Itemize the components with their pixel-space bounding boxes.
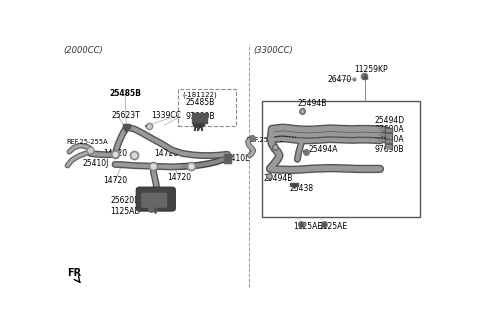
FancyBboxPatch shape [141,193,167,208]
Text: (-181122): (-181122) [183,92,217,98]
Bar [178,89,236,127]
Text: 25623T: 25623T [111,111,140,120]
FancyBboxPatch shape [136,187,175,211]
Text: 25485B: 25485B [186,98,215,107]
Text: 1125AE: 1125AE [319,222,348,231]
Text: 26470: 26470 [327,75,351,84]
Text: (2000CC): (2000CC) [64,46,104,55]
Text: 14720: 14720 [154,149,178,158]
Text: 1125AD: 1125AD [110,207,140,215]
Text: 25494B: 25494B [264,174,293,183]
Text: 97690A: 97690A [374,134,404,144]
Text: 25494A: 25494A [309,145,338,154]
Text: 97690B: 97690B [374,145,404,154]
Text: 25620D: 25620D [110,196,140,206]
Text: 14720: 14720 [103,176,127,185]
Text: 25485B: 25485B [109,89,141,98]
Bar [262,101,420,217]
Text: 25438: 25438 [290,184,314,193]
Text: 25494B: 25494B [267,133,297,142]
Text: FR: FR [67,268,81,278]
Text: 1125AE: 1125AE [294,222,323,231]
Text: 25494B: 25494B [297,99,327,108]
Text: 25410L: 25410L [222,154,250,163]
Text: 97690A: 97690A [374,125,404,133]
Text: 14720: 14720 [103,149,127,158]
Text: (3300CC): (3300CC) [253,46,293,55]
Text: 25410J: 25410J [83,159,108,168]
Text: 97690B: 97690B [186,112,215,121]
Text: 25494D: 25494D [374,116,405,125]
Text: 1339CC: 1339CC [151,111,181,120]
Text: REF.25-255A: REF.25-255A [67,139,108,145]
Text: 14720: 14720 [167,173,191,181]
Text: REF.25-251: REF.25-251 [246,137,283,143]
Text: 11259KP: 11259KP [354,65,387,74]
